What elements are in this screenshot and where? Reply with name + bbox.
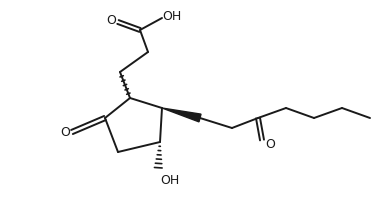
Text: O: O <box>60 126 70 138</box>
Text: OH: OH <box>163 9 182 23</box>
Text: OH: OH <box>160 174 180 186</box>
Polygon shape <box>162 108 201 122</box>
Text: O: O <box>265 138 275 150</box>
Text: O: O <box>106 14 116 28</box>
